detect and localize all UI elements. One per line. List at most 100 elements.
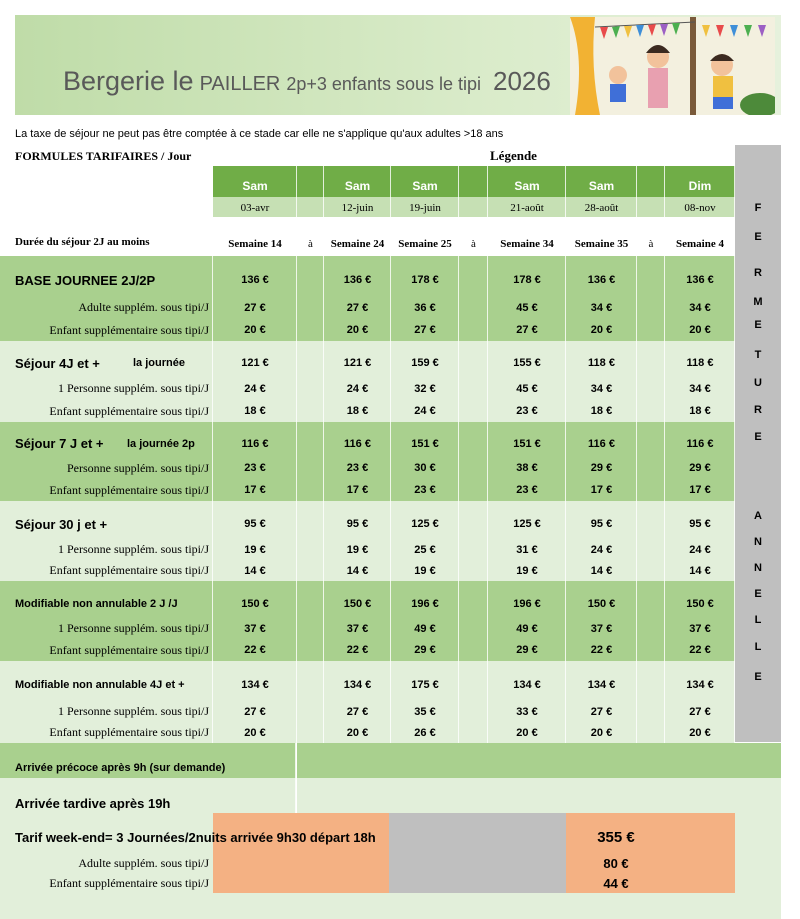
row-label: Enfant supplémentaire sous tipi/J <box>49 642 209 657</box>
duree: Durée du séjour 2J au moins <box>15 236 150 248</box>
cell <box>665 639 735 661</box>
price: 37 € <box>689 622 711 635</box>
title-main: Bergerie le <box>63 66 194 96</box>
price: 134 € <box>686 679 714 691</box>
price: 178 € <box>513 274 541 286</box>
weekend-title: Tarif week-end= 3 Journées/2nuits arrivé… <box>15 829 376 845</box>
cell <box>391 341 459 377</box>
date-cell <box>459 197 488 217</box>
price: 95 € <box>244 518 266 530</box>
weekend-row-label: Enfant supplémentaire sous tipi/J <box>49 875 209 890</box>
price: 175 € <box>411 679 439 691</box>
cell <box>637 422 665 457</box>
day-cell <box>391 166 459 197</box>
cell <box>391 296 459 319</box>
cell <box>213 457 297 479</box>
price: 32 € <box>414 382 436 395</box>
extra-row <box>297 778 781 813</box>
cell <box>566 501 637 539</box>
cell <box>665 722 735 743</box>
cell <box>488 722 566 743</box>
price: 19 € <box>346 543 369 556</box>
cell <box>459 256 488 296</box>
cell <box>637 618 665 639</box>
banner-title: Bergerie le PAILLER 2p+3 enfants sous le… <box>63 66 551 106</box>
row-bg <box>0 501 213 539</box>
price: 31 € <box>516 543 538 556</box>
row-bg <box>0 400 213 422</box>
row-label: Enfant supplémentaire sous tipi/J <box>49 482 209 497</box>
cell <box>297 400 324 422</box>
cell <box>637 256 665 296</box>
price: 155 € <box>513 357 541 369</box>
cell <box>297 296 324 319</box>
price: 95 € <box>689 518 711 530</box>
cell <box>324 501 391 539</box>
price: 14 € <box>689 564 711 577</box>
closure-letter: A <box>754 510 762 522</box>
price: 14 € <box>346 564 369 577</box>
date-cell <box>213 197 297 217</box>
row-label: 1 Personne supplém. sous tipi/J <box>57 381 209 395</box>
cell <box>459 701 488 722</box>
cell <box>324 618 391 639</box>
price: 29 € <box>590 462 613 474</box>
date-cell <box>324 197 391 217</box>
cell <box>566 256 637 296</box>
group-note: la journée <box>133 357 185 369</box>
weekend-bg <box>735 813 781 893</box>
price: 35 € <box>414 705 436 718</box>
cell <box>459 501 488 539</box>
row-label: 1 Personne supplém. sous tipi/J <box>57 704 209 718</box>
week: Semaine 25 <box>398 238 452 250</box>
cell <box>566 661 637 701</box>
date: 21-août <box>510 201 544 214</box>
group-title: Modifiable non annulable 2 J /J <box>15 597 178 610</box>
price: 19 € <box>244 543 266 556</box>
cell <box>488 539 566 560</box>
price: 17 € <box>689 484 711 496</box>
price: 24 € <box>590 543 613 556</box>
cell <box>637 722 665 743</box>
closure-letter: E <box>754 319 762 331</box>
cell <box>566 457 637 479</box>
week: Semaine 4 <box>676 238 724 250</box>
price: 29 € <box>414 644 436 656</box>
price: 20 € <box>590 324 613 336</box>
separator: à <box>471 238 476 250</box>
date: 08-nov <box>684 201 716 214</box>
cell <box>297 501 324 539</box>
row-bg <box>0 581 213 618</box>
cell <box>566 422 637 457</box>
closure-letter: N <box>754 562 762 574</box>
closure-letter: N <box>754 536 762 548</box>
price: 136 € <box>241 274 269 286</box>
cell <box>459 400 488 422</box>
separator: à <box>308 238 313 250</box>
price: 20 € <box>244 726 266 739</box>
cell <box>297 722 324 743</box>
separator: à <box>648 238 654 250</box>
closure-letter: E <box>754 431 762 443</box>
price: 33 € <box>516 705 538 718</box>
date: 03-avr <box>240 201 270 214</box>
cell <box>488 618 566 639</box>
cell <box>566 377 637 400</box>
cell <box>665 581 735 618</box>
closure-letter: M <box>753 296 763 308</box>
cell <box>391 560 459 581</box>
price: 22 € <box>244 644 266 656</box>
cell <box>297 618 324 639</box>
illustration <box>570 17 775 115</box>
cell <box>459 479 488 501</box>
cell <box>324 722 391 743</box>
row-label: Enfant supplémentaire sous tipi/J <box>49 563 209 577</box>
group-note: la journée 2p <box>127 437 195 450</box>
day-cell <box>213 166 297 197</box>
cell <box>488 319 566 341</box>
price: 30 € <box>414 462 436 474</box>
extra-label: Arrivée tardive après 19h <box>15 795 171 811</box>
cell <box>637 661 665 701</box>
price: 20 € <box>346 726 369 739</box>
